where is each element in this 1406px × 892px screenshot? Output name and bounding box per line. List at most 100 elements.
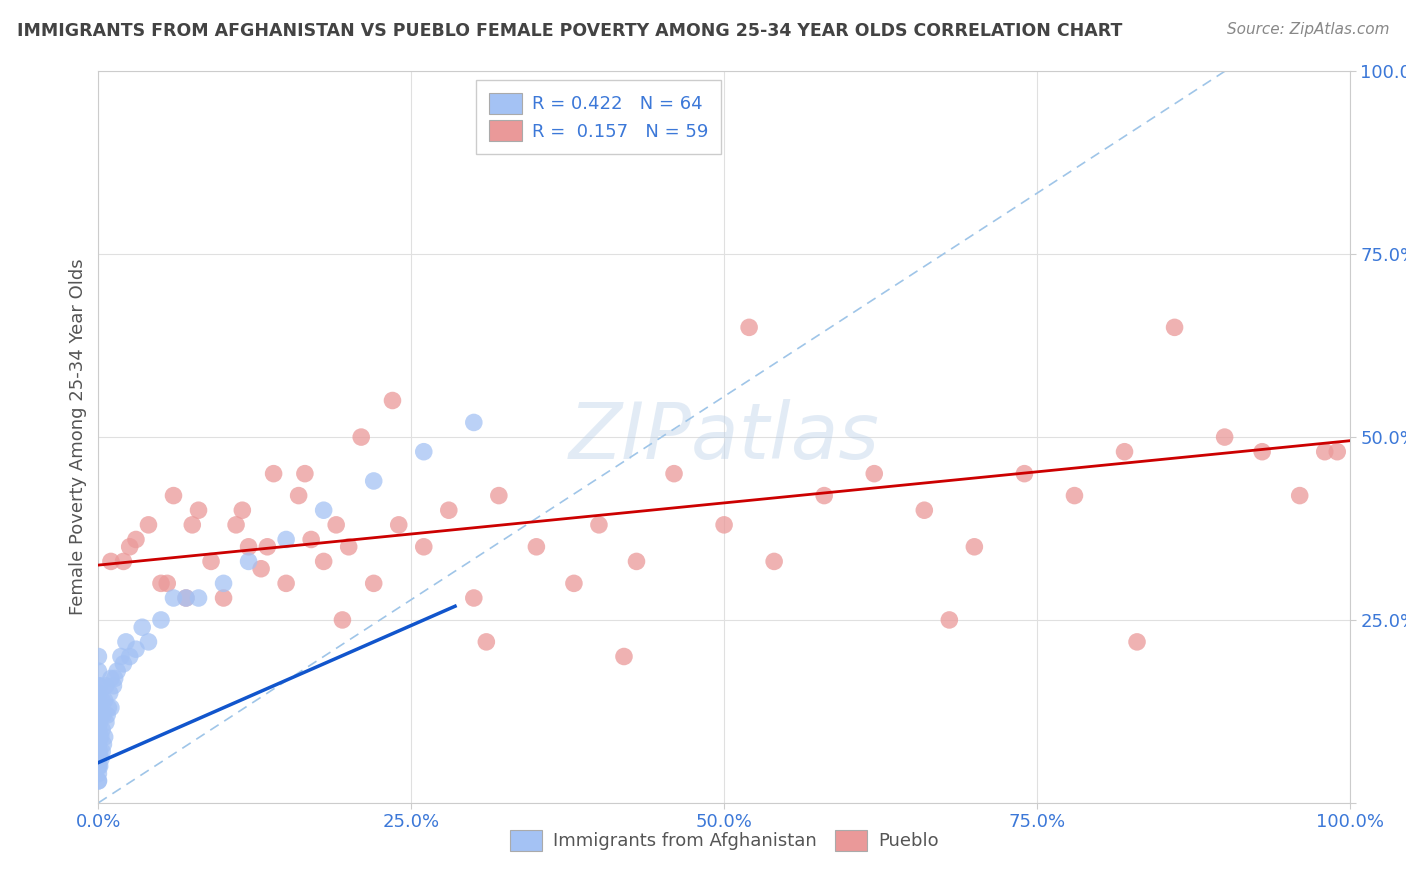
Point bbox=[524, 540, 547, 554]
Point bbox=[662, 467, 685, 481]
Point bbox=[87, 759, 110, 773]
Point bbox=[863, 467, 886, 481]
Point bbox=[337, 540, 360, 554]
Point bbox=[100, 554, 122, 568]
Point bbox=[98, 686, 121, 700]
Point bbox=[87, 649, 110, 664]
Point bbox=[388, 517, 411, 532]
Point bbox=[626, 554, 648, 568]
Point bbox=[231, 503, 253, 517]
Point bbox=[713, 517, 735, 532]
Point bbox=[118, 649, 141, 664]
Point bbox=[93, 708, 115, 723]
Point bbox=[238, 554, 260, 568]
Point bbox=[588, 517, 610, 532]
Point bbox=[256, 540, 278, 554]
Point bbox=[212, 591, 235, 605]
Point bbox=[963, 540, 986, 554]
Point bbox=[94, 679, 117, 693]
Point bbox=[87, 708, 110, 723]
Point bbox=[87, 773, 110, 788]
Point bbox=[87, 745, 110, 759]
Point bbox=[125, 642, 148, 657]
Point bbox=[412, 540, 434, 554]
Point bbox=[87, 737, 110, 751]
Point bbox=[325, 517, 347, 532]
Point bbox=[138, 517, 160, 532]
Point bbox=[287, 489, 309, 503]
Point bbox=[363, 576, 385, 591]
Point bbox=[91, 693, 114, 707]
Point bbox=[332, 613, 354, 627]
Point bbox=[463, 416, 485, 430]
Point bbox=[225, 517, 247, 532]
Point bbox=[1063, 489, 1085, 503]
Point bbox=[238, 540, 260, 554]
Point bbox=[381, 393, 404, 408]
Point bbox=[613, 649, 636, 664]
Point bbox=[112, 554, 135, 568]
Point bbox=[1326, 444, 1348, 458]
Point bbox=[87, 686, 110, 700]
Point bbox=[100, 700, 122, 714]
Point bbox=[87, 723, 110, 737]
Point bbox=[299, 533, 322, 547]
Point bbox=[150, 576, 173, 591]
Point bbox=[87, 737, 110, 751]
Point bbox=[87, 679, 110, 693]
Point bbox=[1114, 444, 1136, 458]
Point bbox=[150, 613, 173, 627]
Point bbox=[87, 766, 110, 780]
Point bbox=[87, 708, 110, 723]
Text: Source: ZipAtlas.com: Source: ZipAtlas.com bbox=[1226, 22, 1389, 37]
Point bbox=[912, 503, 935, 517]
Point bbox=[87, 693, 110, 707]
Point bbox=[90, 708, 112, 723]
Point bbox=[100, 672, 122, 686]
Point bbox=[187, 503, 209, 517]
Point bbox=[181, 517, 204, 532]
Point bbox=[110, 649, 132, 664]
Point bbox=[1251, 444, 1274, 458]
Point bbox=[212, 576, 235, 591]
Point bbox=[200, 554, 222, 568]
Point bbox=[112, 657, 135, 671]
Point bbox=[363, 474, 385, 488]
Point bbox=[274, 533, 298, 547]
Point bbox=[89, 700, 111, 714]
Point bbox=[174, 591, 197, 605]
Point bbox=[174, 591, 197, 605]
Point bbox=[562, 576, 585, 591]
Point bbox=[87, 730, 110, 744]
Point bbox=[125, 533, 148, 547]
Point bbox=[90, 752, 112, 766]
Point bbox=[294, 467, 316, 481]
Point bbox=[274, 576, 298, 591]
Point bbox=[91, 723, 114, 737]
Point bbox=[87, 773, 110, 788]
Point bbox=[1288, 489, 1310, 503]
Point bbox=[96, 708, 118, 723]
Point bbox=[475, 635, 498, 649]
Point bbox=[94, 715, 117, 730]
Point bbox=[1126, 635, 1149, 649]
Point bbox=[87, 664, 110, 678]
Point bbox=[89, 730, 111, 744]
Point bbox=[187, 591, 209, 605]
Point bbox=[118, 540, 141, 554]
Point bbox=[738, 320, 761, 334]
Point bbox=[97, 700, 120, 714]
Point bbox=[103, 679, 125, 693]
Y-axis label: Female Poverty Among 25-34 Year Olds: Female Poverty Among 25-34 Year Olds bbox=[69, 259, 87, 615]
Point bbox=[412, 444, 434, 458]
Point bbox=[1313, 444, 1336, 458]
Point bbox=[1014, 467, 1036, 481]
Point bbox=[263, 467, 285, 481]
Point bbox=[312, 503, 335, 517]
Point bbox=[104, 672, 127, 686]
Point bbox=[763, 554, 786, 568]
Point bbox=[138, 635, 160, 649]
Point bbox=[89, 759, 111, 773]
Point bbox=[87, 759, 110, 773]
Point bbox=[1213, 430, 1236, 444]
